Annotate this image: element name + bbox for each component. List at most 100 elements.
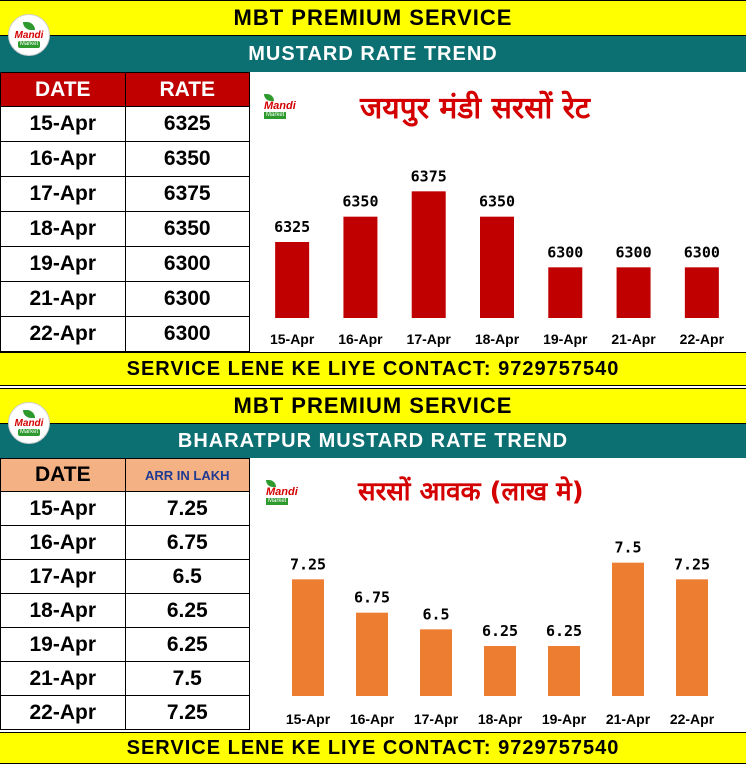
section1-contact-text: SERVICE LENE KE LIYE CONTACT: 9729757540 <box>126 357 620 380</box>
chart-bar <box>420 629 452 696</box>
x-tick-label: 17-Apr <box>414 711 459 727</box>
table-row: 18-Apr 6.25 <box>0 593 251 628</box>
data-label: 6350 <box>342 193 378 211</box>
logo-mandi: Mandi <box>14 418 44 429</box>
chart-bar <box>612 562 644 696</box>
section1-header-text: MBT PREMIUM SERVICE <box>233 5 513 30</box>
chart1-logo-market: Market <box>264 111 287 119</box>
data-label: 6300 <box>616 243 652 261</box>
section2-logo: Mandi Market <box>8 402 50 444</box>
chart1-title: जयपुर मंडी सरसों रेट <box>360 91 591 126</box>
table-header-arrival: ARR IN LAKH <box>124 458 251 492</box>
table-cell-date: 16-Apr <box>0 525 126 560</box>
section2-contact: SERVICE LENE KE LIYE CONTACT: 9729757540 <box>0 732 746 764</box>
leaf-icon <box>264 93 274 101</box>
table-cell-value: 6350 <box>124 211 250 247</box>
table-cell-date: 18-Apr <box>0 211 126 247</box>
chart2-svg: 7.25 15-Apr 6.75 16-Apr 6.5 17-Apr 6.25 18-Apr 6… <box>286 539 715 727</box>
logo-market: Market <box>17 429 41 436</box>
section2-contact-text: SERVICE LENE KE LIYE CONTACT: 9729757540 <box>126 736 620 759</box>
section1-rate-table: DATE RATE 15-Apr 6325 16-Apr 6350 17-Apr 6375… <box>0 72 250 352</box>
chart-bar <box>356 612 388 696</box>
leaf-icon <box>23 22 35 30</box>
x-tick-label: 17-Apr <box>407 331 452 347</box>
section2-subheader: BHARATPUR MUSTARD RATE TREND <box>0 424 746 458</box>
table-cell-value: 7.5 <box>124 661 251 696</box>
chart-bar <box>292 579 324 696</box>
table-cell-date: 15-Apr <box>0 106 126 142</box>
data-label: 6.75 <box>354 589 390 607</box>
section1-header: MBT PREMIUM SERVICE <box>0 0 746 36</box>
table-cell-date: 18-Apr <box>0 593 126 628</box>
table-cell-value: 7.25 <box>124 491 251 526</box>
table-row: 18-Apr 6350 <box>0 211 250 247</box>
table-cell-value: 6.25 <box>124 627 251 662</box>
data-label: 6.25 <box>482 622 518 640</box>
x-tick-label: 18-Apr <box>478 711 523 727</box>
table-cell-value: 6375 <box>124 176 250 212</box>
section2-chart: Mandi Market सरसों आवक (लाख मे) 7.25 15-A… <box>252 460 746 732</box>
table-row: 22-Apr 6300 <box>0 316 250 352</box>
chart-bar <box>411 191 446 318</box>
chart-bar <box>275 242 310 318</box>
table-row: 21-Apr 7.5 <box>0 661 251 696</box>
table-row: 17-Apr 6375 <box>0 176 250 212</box>
table-header-date: DATE <box>0 72 126 107</box>
x-tick-label: 22-Apr <box>670 711 715 727</box>
table-cell-value: 6.25 <box>124 593 251 628</box>
section1-logo: Mandi Market <box>8 14 50 56</box>
section2-header-text: MBT PREMIUM SERVICE <box>233 393 513 418</box>
chart2-logo: Mandi Market <box>266 476 306 508</box>
x-tick-label: 19-Apr <box>542 711 587 727</box>
data-label: 6300 <box>684 243 720 261</box>
table-cell-date: 21-Apr <box>0 661 126 696</box>
table-cell-value: 7.25 <box>124 695 251 730</box>
x-tick-label: 21-Apr <box>606 711 651 727</box>
data-label: 7.25 <box>290 555 326 573</box>
table-cell-date: 19-Apr <box>0 246 126 282</box>
chart2-title: सरसों आवक (लाख मे) <box>358 477 584 507</box>
table-cell-date: 16-Apr <box>0 141 126 177</box>
chart-bar <box>684 267 719 318</box>
logo-mandi: Mandi <box>14 30 44 41</box>
chart-bar <box>548 646 580 696</box>
table-cell-date: 19-Apr <box>0 627 126 662</box>
x-tick-label: 22-Apr <box>680 331 725 347</box>
chart-bar <box>480 216 514 318</box>
table-row: 16-Apr 6350 <box>0 141 250 177</box>
x-tick-label: 21-Apr <box>611 331 656 347</box>
table-row: 15-Apr 6325 <box>0 106 250 142</box>
table-row: 15-Apr 7.25 <box>0 491 251 526</box>
data-label: 6325 <box>274 218 310 236</box>
chart-bar <box>676 579 708 696</box>
data-label: 6300 <box>547 243 583 261</box>
data-label: 6375 <box>411 167 447 185</box>
chart-bar <box>616 267 651 318</box>
x-tick-label: 16-Apr <box>338 331 383 347</box>
chart-bar <box>343 216 378 318</box>
table-row: 17-Apr 6.5 <box>0 559 251 594</box>
chart2-logo-market: Market <box>266 497 289 505</box>
table-cell-value: 6300 <box>124 246 250 282</box>
data-label: 6.25 <box>546 622 582 640</box>
table-cell-value: 6325 <box>124 106 250 142</box>
table-header-date: DATE <box>0 458 126 492</box>
table-cell-value: 6.75 <box>124 525 251 560</box>
table-row: 19-Apr 6.25 <box>0 627 251 662</box>
table-cell-date: 17-Apr <box>0 559 126 594</box>
x-tick-label: 18-Apr <box>475 331 520 347</box>
table-cell-date: 22-Apr <box>0 316 126 352</box>
chart1-logo: Mandi Market <box>264 90 304 122</box>
table-cell-date: 22-Apr <box>0 695 126 730</box>
table-row: 19-Apr 6300 <box>0 246 250 282</box>
table-cell-date: 17-Apr <box>0 176 126 212</box>
section1-subheader: MUSTARD RATE TREND <box>0 36 746 72</box>
x-tick-label: 19-Apr <box>543 331 588 347</box>
chart-bar <box>484 646 516 696</box>
x-tick-label: 15-Apr <box>286 711 331 727</box>
table-cell-value: 6350 <box>124 141 250 177</box>
section2-subheader-text: BHARATPUR MUSTARD RATE TREND <box>177 429 569 452</box>
table-cell-value: 6300 <box>124 281 250 317</box>
section1-subheader-text: MUSTARD RATE TREND <box>248 42 498 65</box>
leaf-icon <box>266 479 276 487</box>
